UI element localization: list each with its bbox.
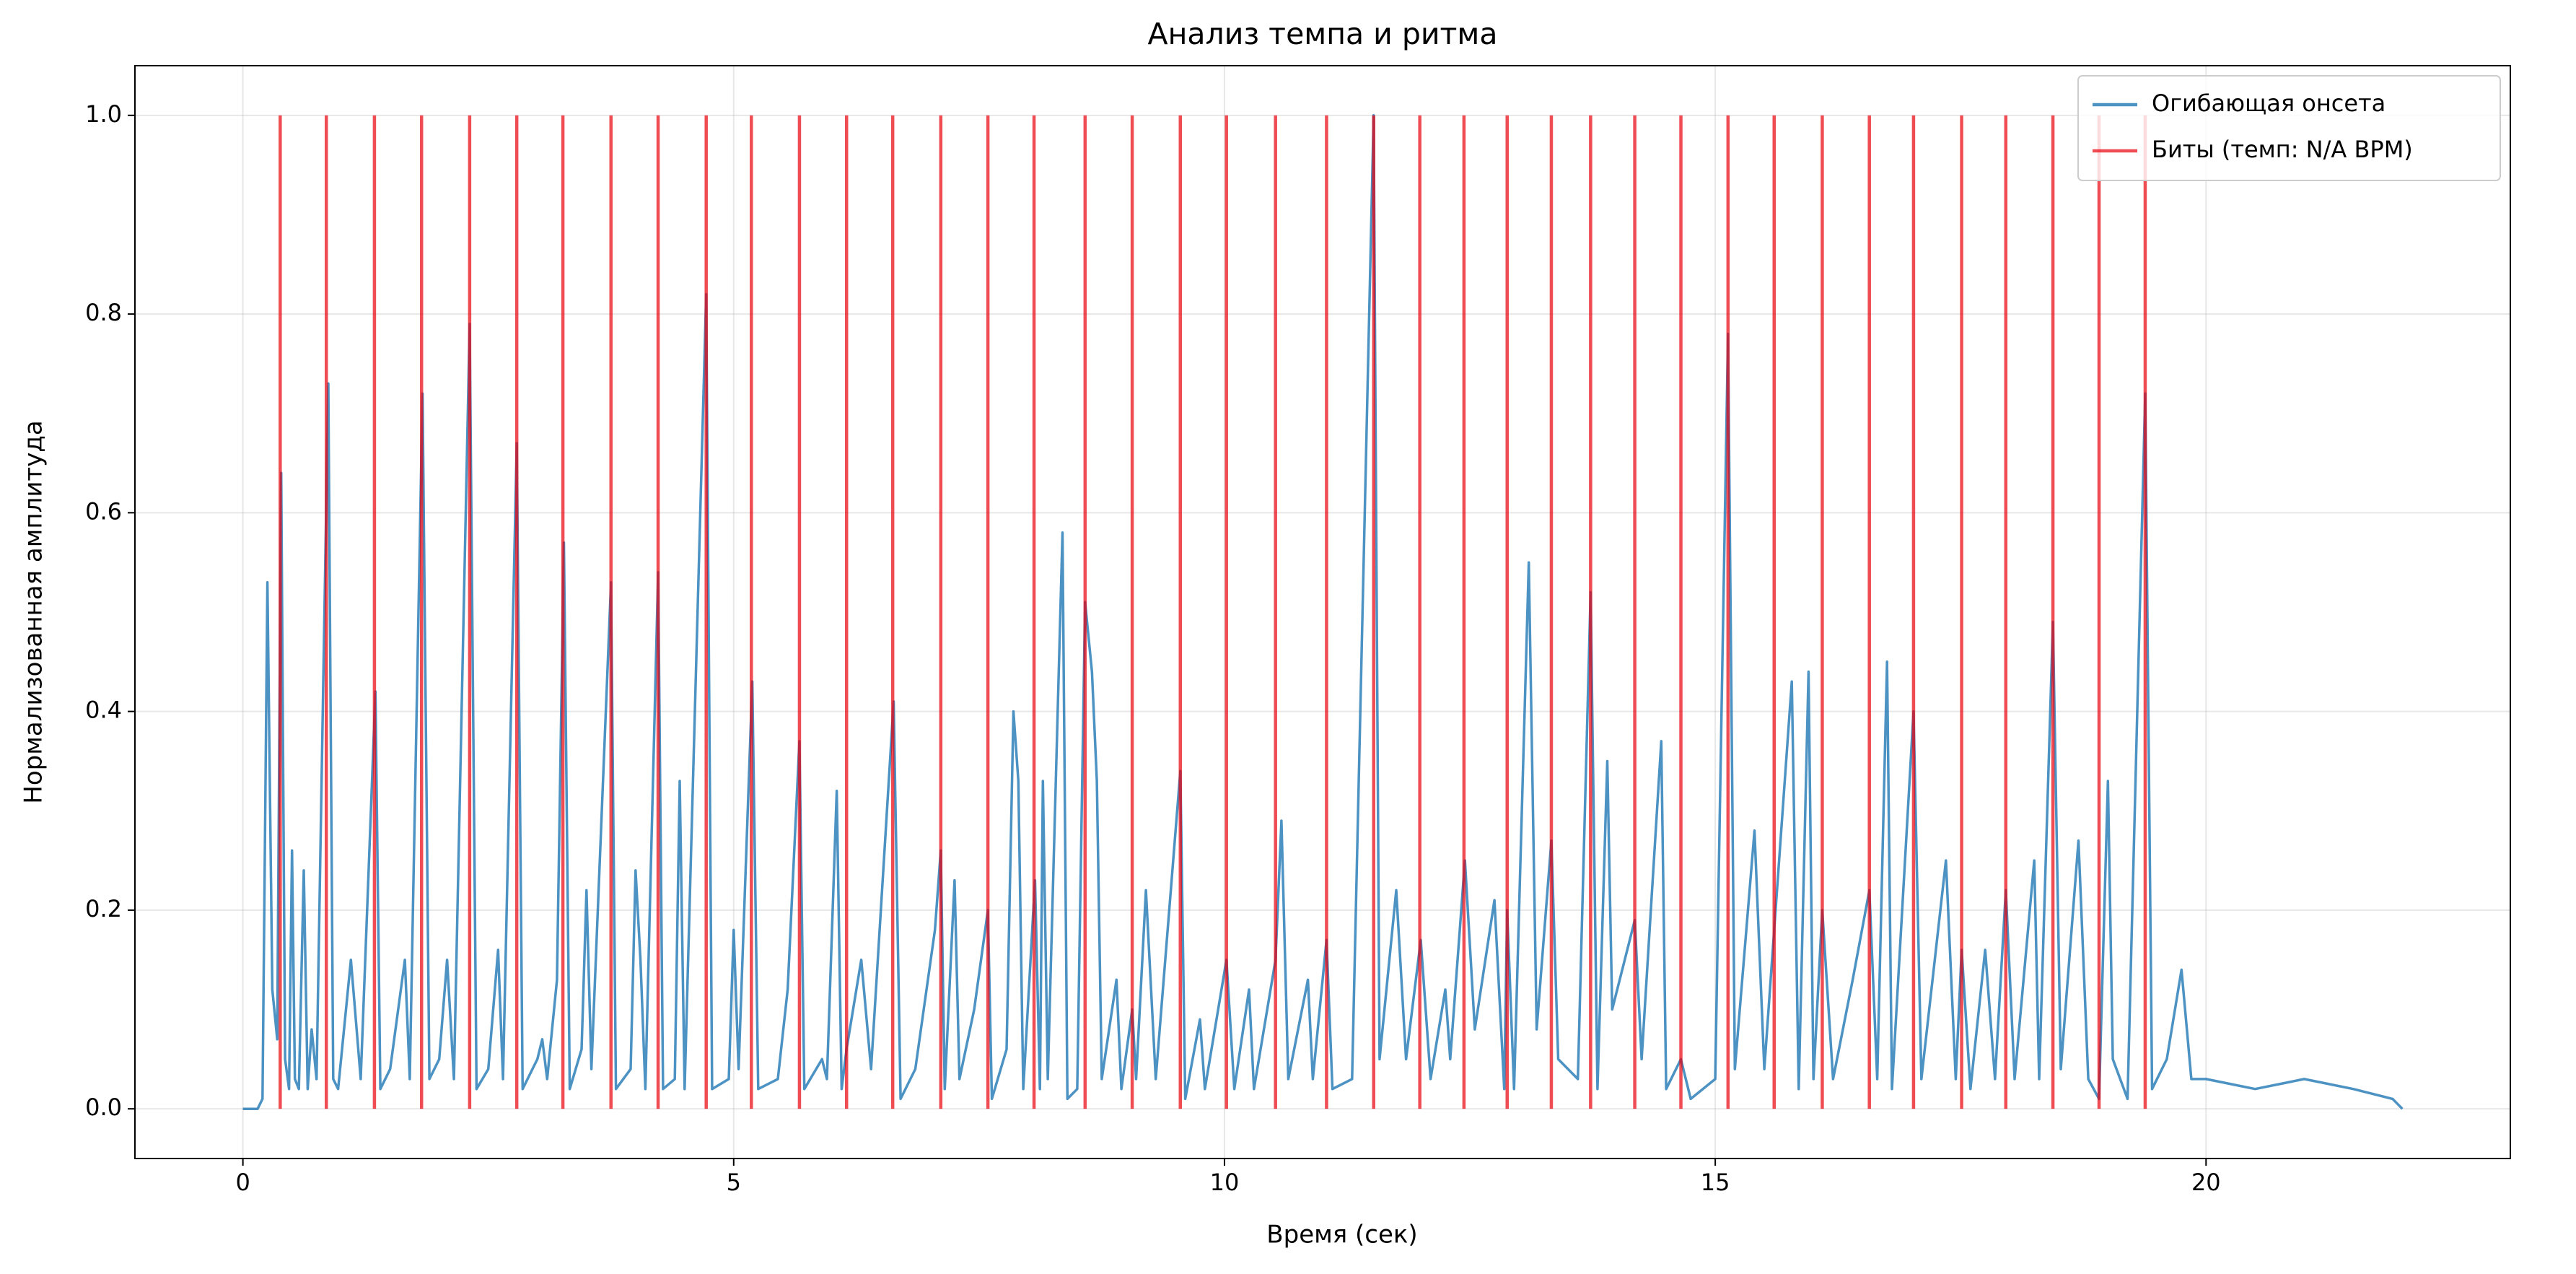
y-tick-label: 1.0 [85,100,122,128]
y-tick-label: 0.6 [85,497,122,525]
y-tick-label: 0.8 [85,299,122,326]
x-tick-label: 0 [235,1169,250,1196]
x-axis-label: Время (сек) [1266,1221,1417,1249]
y-axis-label: Нормализованная амплитуда [19,420,48,803]
legend-label: Биты (темп: N/A BPM) [2152,136,2413,163]
y-tick-label: 0.4 [85,697,122,724]
x-tick-label: 5 [727,1169,741,1196]
legend-label: Огибающая онсета [2152,90,2386,117]
onset-line [242,114,2404,1110]
y-tick-label: 0.2 [85,895,122,922]
x-tick-label: 20 [2191,1169,2221,1196]
chart-title: Анализ темпа и ритма [1148,17,1498,51]
x-tick-label: 10 [1210,1169,1240,1196]
y-tick-label: 0.0 [85,1094,122,1121]
x-tick-label: 15 [1701,1169,1730,1196]
legend-box [2077,75,2501,181]
axes-frame [134,65,2511,1159]
